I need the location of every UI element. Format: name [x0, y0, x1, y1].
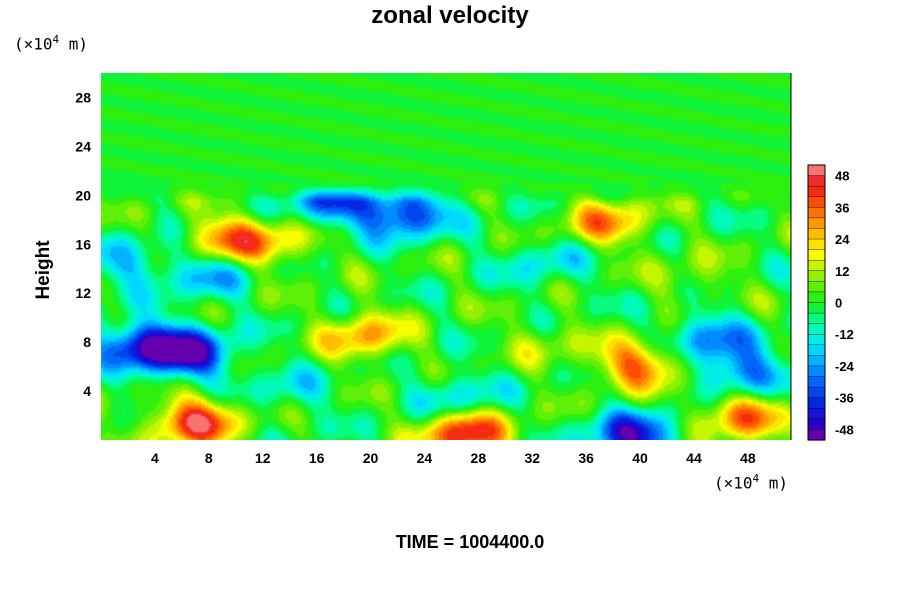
- colorbar-swatch: [807, 207, 826, 219]
- x-tick-label: 20: [363, 450, 379, 466]
- colorbar-frame: [807, 164, 826, 441]
- colorbar-swatch: [807, 238, 826, 251]
- colorbar-swatch: [807, 175, 826, 187]
- x-tick-label: 48: [740, 450, 756, 466]
- colorbar-swatch: [807, 376, 826, 388]
- colorbar-swatch: [807, 408, 826, 420]
- x-tick-label: 44: [686, 450, 702, 466]
- colorbar-swatch: [807, 196, 826, 208]
- colorbar-swatch: [807, 323, 826, 335]
- y-axis-ticks: 4 8 12 16 20 24 28: [75, 89, 91, 399]
- y-tick-label: 12: [75, 285, 91, 301]
- colorbar-swatch: [807, 249, 826, 261]
- colorbar-swatch: [807, 217, 826, 230]
- chart-title: zonal velocity: [371, 2, 529, 29]
- colorbar-tick-label: -12: [835, 327, 854, 342]
- colorbar-tick-label: -24: [835, 359, 855, 374]
- y-tick-label: 28: [75, 89, 91, 105]
- time-label: TIME = 1004400.0: [395, 532, 545, 552]
- colorbar-swatch: [807, 185, 826, 198]
- colorbar-swatch: [807, 164, 826, 177]
- y-tick-label: 16: [75, 236, 91, 252]
- colorbar-swatch: [807, 291, 826, 304]
- colorbar-tick-label: 48: [835, 169, 849, 184]
- colorbar-tick-label: -48: [835, 422, 854, 437]
- velocity-field: [101, 73, 791, 440]
- colorbar: 48 36 24 12 0 -12 -24 -36 -48: [807, 164, 855, 441]
- x-tick-label: 36: [578, 450, 594, 466]
- x-tick-label: 16: [309, 450, 325, 466]
- colorbar-tick-label: 24: [835, 232, 850, 247]
- colorbar-swatch: [807, 281, 826, 293]
- x-tick-label: 12: [255, 450, 271, 466]
- colorbar-swatch: [807, 312, 826, 325]
- x-tick-label: 8: [205, 450, 213, 466]
- colorbar-swatch: [807, 344, 826, 356]
- colorbar-swatch: [807, 355, 826, 367]
- x-tick-label: 40: [632, 450, 648, 466]
- colorbar-swatch: [807, 334, 826, 346]
- x-tick-label: 4: [151, 450, 159, 466]
- colorbar-swatch: [807, 418, 826, 431]
- x-axis-ticks: 4 8 12 16 20 24 28 32 36 40 44 48: [151, 450, 756, 466]
- x-tick-label: 28: [471, 450, 487, 466]
- colorbar-tick-label: 12: [835, 264, 849, 279]
- colorbar-tick-label: -36: [835, 391, 854, 406]
- y-tick-label: 8: [83, 334, 91, 350]
- colorbar-swatch: [807, 259, 826, 272]
- colorbar-swatch: [807, 302, 826, 314]
- colorbar-tick-label: 0: [835, 296, 842, 311]
- y-tick-label: 20: [75, 187, 91, 203]
- x-tick-label: 32: [524, 450, 540, 466]
- x-tick-label: 24: [417, 450, 433, 466]
- colorbar-tick-label: 36: [835, 200, 849, 215]
- colorbar-swatch: [807, 386, 826, 399]
- y-tick-label: 24: [75, 138, 91, 154]
- x-axis-unit: (×104 m): [714, 472, 789, 493]
- colorbar-swatch: [807, 228, 826, 240]
- y-tick-label: 4: [83, 383, 91, 399]
- colorbar-swatch: [807, 365, 826, 378]
- colorbar-swatch: [807, 397, 826, 409]
- y-axis-unit: (×104 m): [14, 33, 89, 54]
- colorbar-swatch: [807, 429, 826, 441]
- colorbar-swatch: [807, 270, 826, 282]
